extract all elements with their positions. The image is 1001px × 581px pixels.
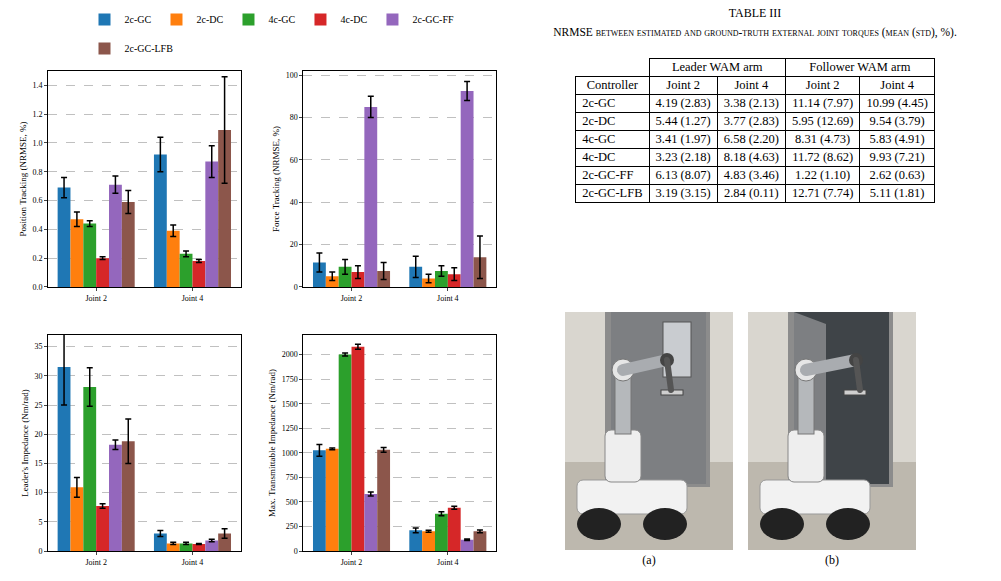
html-text:4.19 (2.83): 4.19 (2.83) xyxy=(655,96,711,110)
svg-text:2c-GC-FF: 2c-GC-FF xyxy=(412,14,454,25)
svg-text:Joint 4: Joint 4 xyxy=(437,558,459,567)
svg-text:80: 80 xyxy=(290,113,298,122)
svg-text:4c-GC: 4c-GC xyxy=(268,14,295,25)
svg-text:Joint 2: Joint 2 xyxy=(85,558,107,567)
svg-text:10: 10 xyxy=(34,488,42,497)
html-text:Controller: Controller xyxy=(586,78,638,92)
svg-text:Max. Transmittable Impedance (: Max. Transmittable Impedance (Nm/rad) xyxy=(267,369,277,517)
svg-text:60: 60 xyxy=(290,156,298,165)
html-text:2c-GC-LFB: 2c-GC-LFB xyxy=(582,186,643,200)
html-text:2c-GC: 2c-GC xyxy=(582,96,616,110)
svg-text:1500: 1500 xyxy=(282,399,298,408)
html-text:NRMSE between estimated and gr: NRMSE between estimated and ground-truth… xyxy=(553,26,957,38)
svg-text:5: 5 xyxy=(38,518,42,527)
svg-text:0.8: 0.8 xyxy=(32,168,42,177)
svg-text:15: 15 xyxy=(34,459,42,468)
svg-text:1000: 1000 xyxy=(282,449,298,458)
html-text:2.84 (0.11): 2.84 (0.11) xyxy=(724,186,779,200)
svg-text:40: 40 xyxy=(290,198,298,207)
html-text:5.44 (1.27): 5.44 (1.27) xyxy=(655,114,711,128)
svg-text:1.2: 1.2 xyxy=(32,110,42,119)
html-text:Joint 2: Joint 2 xyxy=(666,78,700,92)
html-text:10.99 (4.45): 10.99 (4.45) xyxy=(866,96,928,110)
html-text:9.93 (7.21): 9.93 (7.21) xyxy=(869,150,925,164)
html-text:Follower WAM arm: Follower WAM arm xyxy=(809,60,911,74)
svg-text:750: 750 xyxy=(286,473,298,482)
html-text:2.62 (0.63): 2.62 (0.63) xyxy=(869,168,925,182)
html-text:8.18 (4.63): 8.18 (4.63) xyxy=(723,150,779,164)
svg-text:Joint 2: Joint 2 xyxy=(341,558,363,567)
html-text:3.23 (2.18): 3.23 (2.18) xyxy=(655,150,711,164)
svg-text:2000: 2000 xyxy=(282,350,298,359)
svg-text:1.4: 1.4 xyxy=(32,81,42,90)
svg-text:4c-DC: 4c-DC xyxy=(340,14,367,25)
svg-text:0.0: 0.0 xyxy=(32,283,42,292)
html-text:5.95 (12.69): 5.95 (12.69) xyxy=(792,114,854,128)
svg-text:0.4: 0.4 xyxy=(32,225,42,234)
html-text:8.31 (4.73): 8.31 (4.73) xyxy=(795,132,851,146)
svg-text:Joint 2: Joint 2 xyxy=(341,294,363,303)
svg-text:Joint 4: Joint 4 xyxy=(182,558,204,567)
html-text:11.14 (7.97): 11.14 (7.97) xyxy=(792,96,854,110)
svg-text:Joint 2: Joint 2 xyxy=(85,294,107,303)
svg-text:20: 20 xyxy=(34,430,42,439)
svg-text:100: 100 xyxy=(286,71,298,80)
svg-text:1250: 1250 xyxy=(282,424,298,433)
html-text:3.19 (3.15): 3.19 (3.15) xyxy=(655,186,711,200)
svg-text:30: 30 xyxy=(34,372,42,381)
html-text:1.22 (1.10): 1.22 (1.10) xyxy=(795,168,851,182)
svg-text:Position Tracking (NRMSE, %): Position Tracking (NRMSE, %) xyxy=(18,121,28,236)
svg-text:2c-DC: 2c-DC xyxy=(196,14,223,25)
svg-text:25: 25 xyxy=(34,401,42,410)
svg-text:1.0: 1.0 xyxy=(32,139,42,148)
svg-text:Joint 4: Joint 4 xyxy=(437,294,459,303)
html-text:5.11 (1.81): 5.11 (1.81) xyxy=(869,186,925,200)
svg-text:500: 500 xyxy=(286,498,298,507)
html-text:TABLE III: TABLE III xyxy=(728,6,782,20)
svg-text:2c-GC: 2c-GC xyxy=(125,14,152,25)
html-text:2c-GC-FF: 2c-GC-FF xyxy=(582,168,634,182)
html-text:3.41 (1.97): 3.41 (1.97) xyxy=(655,132,711,146)
html-text:9.54 (3.79): 9.54 (3.79) xyxy=(869,114,925,128)
html-text:Leader WAM arm: Leader WAM arm xyxy=(671,60,763,74)
svg-text:0.2: 0.2 xyxy=(32,254,42,263)
html-text:Joint 4: Joint 4 xyxy=(880,78,914,92)
svg-text:20: 20 xyxy=(290,240,298,249)
svg-text:Leader's Impedance (Nm/rad): Leader's Impedance (Nm/rad) xyxy=(20,389,30,497)
html-text:4.83 (3.46): 4.83 (3.46) xyxy=(723,168,779,182)
svg-text:Force Tracking (NRMSE, %): Force Tracking (NRMSE, %) xyxy=(271,126,281,232)
svg-text:0: 0 xyxy=(294,547,298,556)
svg-text:2c-GC-LFB: 2c-GC-LFB xyxy=(125,43,174,54)
svg-text:0: 0 xyxy=(294,283,298,292)
html-text:2c-DC: 2c-DC xyxy=(582,114,616,128)
svg-text:Joint 4: Joint 4 xyxy=(182,294,204,303)
html-text:(b): (b) xyxy=(825,553,839,567)
html-text:5.83 (4.91): 5.83 (4.91) xyxy=(869,132,925,146)
html-text:4c-DC: 4c-DC xyxy=(582,150,616,164)
html-text:11.72 (8.62): 11.72 (8.62) xyxy=(792,150,854,164)
svg-text:1750: 1750 xyxy=(282,375,298,384)
svg-text:250: 250 xyxy=(286,522,298,531)
html-text:12.71 (7.74): 12.71 (7.74) xyxy=(792,186,854,200)
svg-text:0.6: 0.6 xyxy=(32,196,42,205)
html-text:Joint 2: Joint 2 xyxy=(805,78,840,92)
svg-text:35: 35 xyxy=(34,342,42,351)
html-text:6.58 (2.20): 6.58 (2.20) xyxy=(723,132,779,146)
html-text:3.77 (2.83): 3.77 (2.83) xyxy=(723,114,779,128)
html-text:3.38 (2.13): 3.38 (2.13) xyxy=(723,96,779,110)
html-text:4c-GC: 4c-GC xyxy=(582,132,616,146)
html-text:6.13 (8.07): 6.13 (8.07) xyxy=(655,168,711,182)
svg-text:0: 0 xyxy=(38,547,42,556)
html-text:(a): (a) xyxy=(642,553,656,567)
html-text:Joint 4: Joint 4 xyxy=(734,78,769,92)
